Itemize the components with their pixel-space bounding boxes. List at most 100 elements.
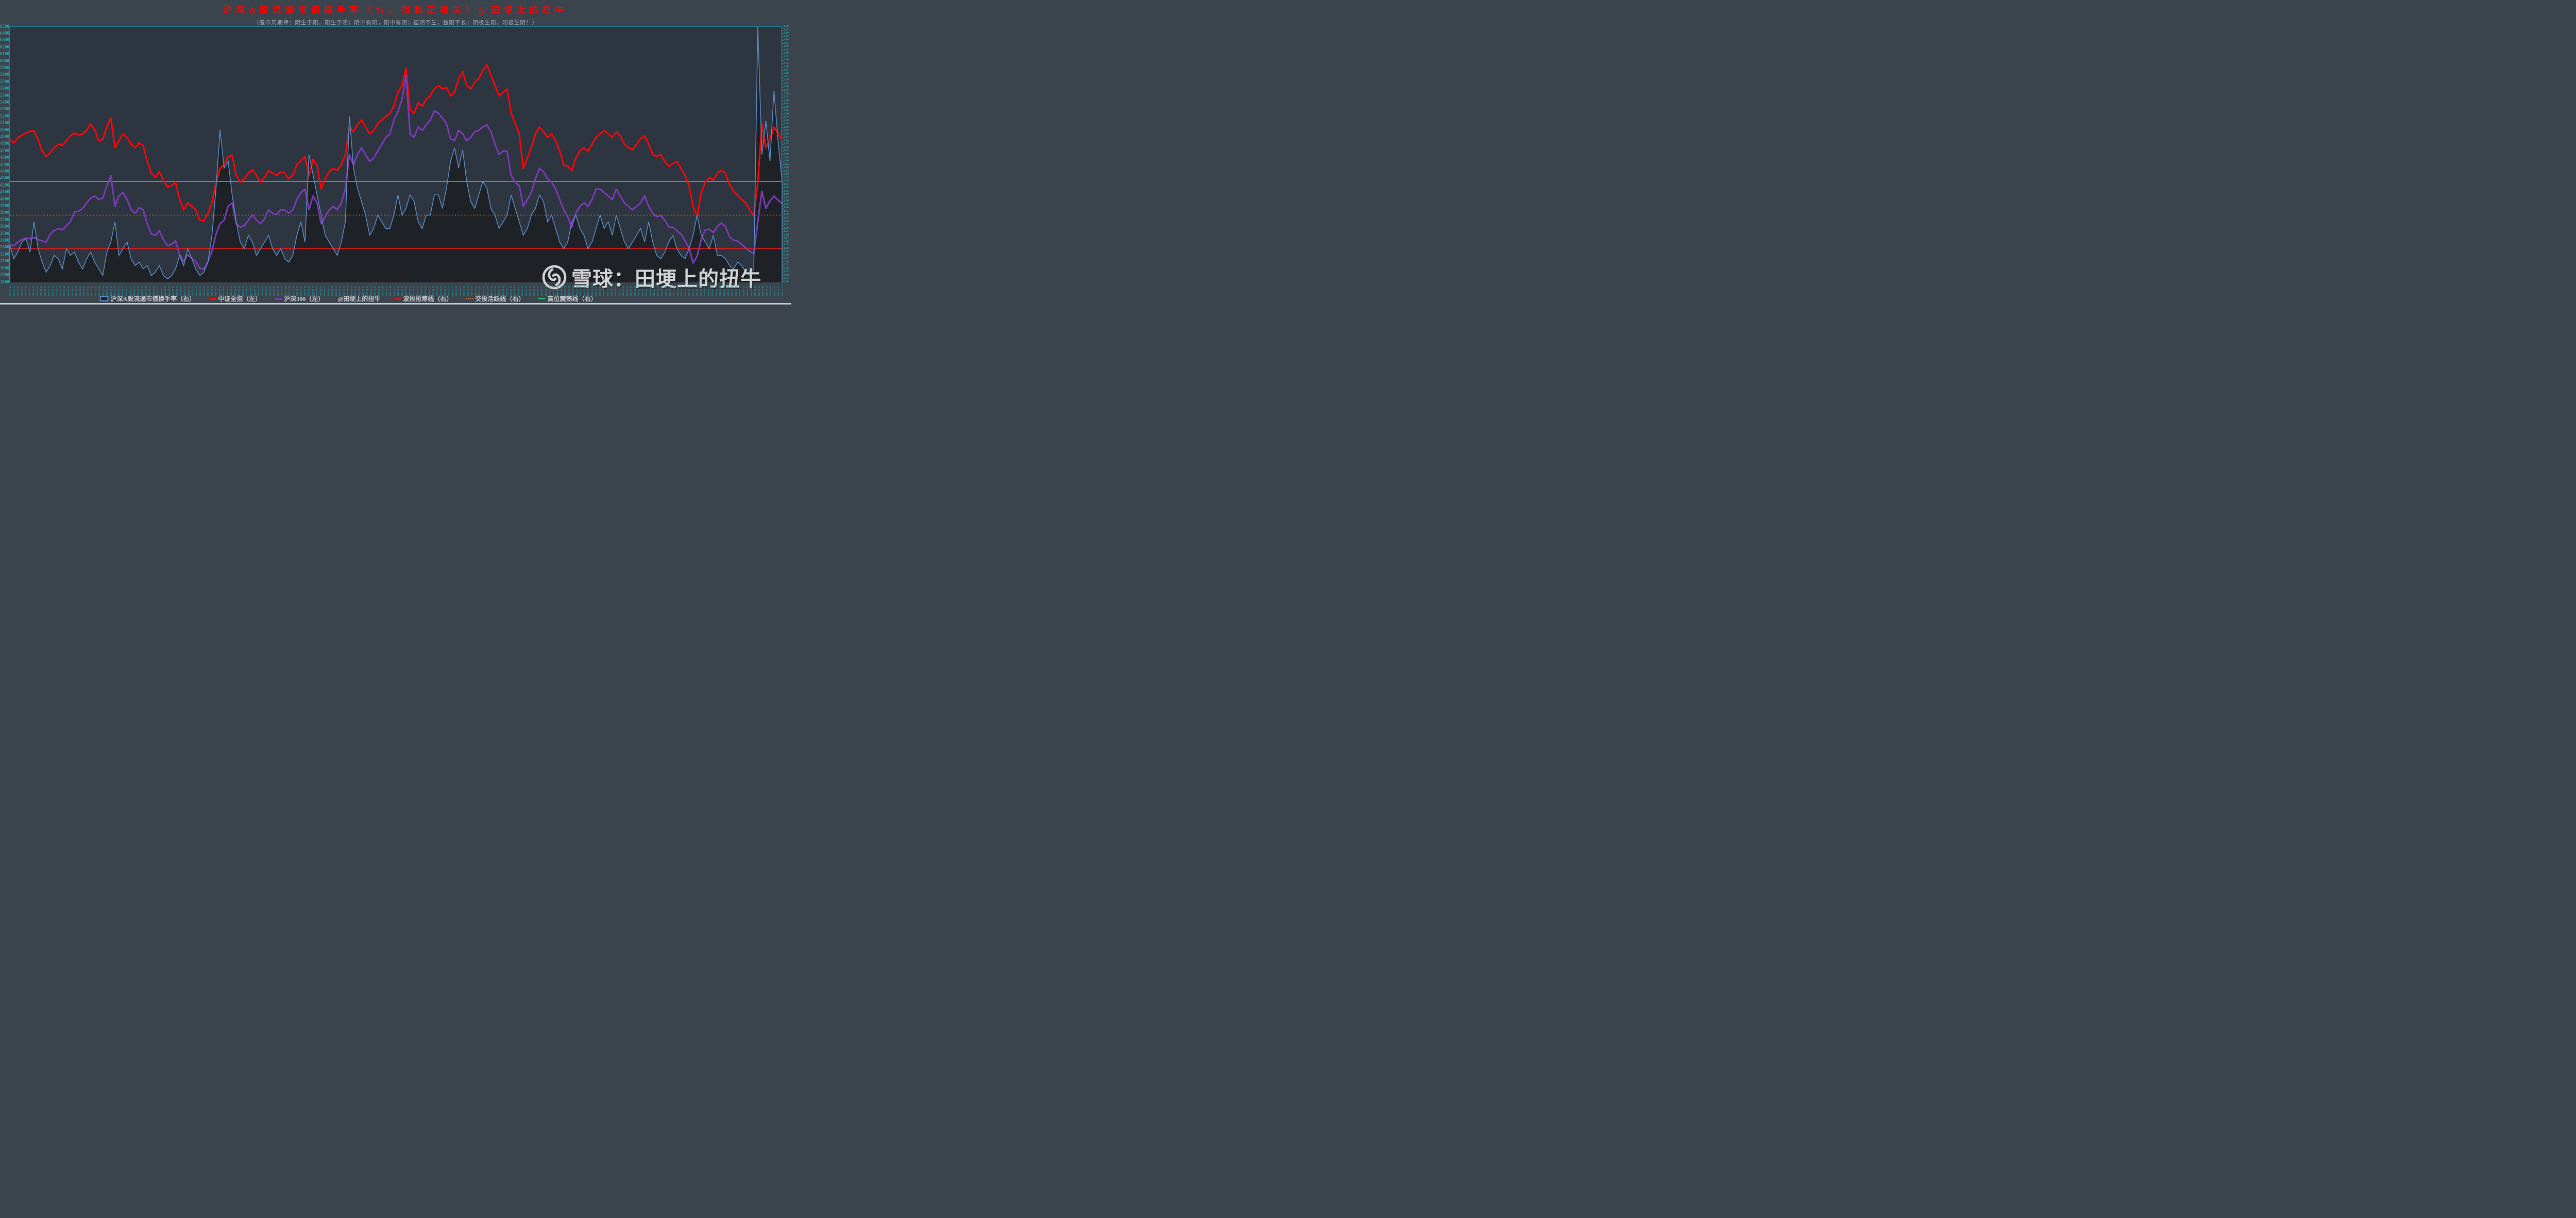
x-axis-label: 2017-07-24	[63, 285, 66, 296]
x-axis-label: 2017-03-03	[24, 285, 27, 296]
x-axis-label: 2017-06-12	[51, 285, 54, 296]
x-axis-label: 2023-11-20	[676, 286, 679, 296]
legend-label: 交投活跃线（右）	[475, 295, 525, 302]
right-axis-label: 0.80	[784, 260, 789, 263]
right-axis-label: 1.85	[784, 189, 789, 193]
x-axis-label: 2023-03-03	[606, 285, 609, 296]
left-axis-label: 3600	[0, 224, 9, 229]
right-axis-label: 2.90	[784, 119, 789, 122]
x-axis-label: 2024-07-24	[742, 285, 745, 296]
x-axis-label: 2023-11-06	[672, 286, 675, 296]
x-axis-label: 2024-08-07	[746, 285, 749, 296]
right-axis-label: 3.85	[784, 55, 789, 58]
x-axis-label: 2023-10-23	[668, 285, 671, 296]
right-axis-label: 3.65	[784, 68, 789, 72]
left-axis-label: 4600	[0, 155, 9, 160]
right-axis-label: 3.30	[784, 92, 789, 95]
left-axis-label: 4700	[0, 147, 9, 153]
left-axis-label: 3800	[0, 210, 9, 215]
legend-swatch-icon	[99, 296, 109, 301]
left-axis-label: 4200	[0, 182, 9, 188]
right-axis-label: 3.25	[784, 95, 789, 99]
left-axis-label: 3700	[0, 216, 9, 222]
x-axis-label: 2017-02-17	[20, 285, 23, 296]
right-axis-label: 1.50	[784, 213, 789, 216]
right-axis-label: 1.05	[784, 243, 789, 247]
right-axis-label: 1.25	[784, 230, 789, 233]
legend-item-3[interactable]: 沪深300（左）	[275, 294, 324, 303]
legend-swatch-icon	[209, 297, 216, 300]
left-axis-label: 5600	[0, 86, 9, 91]
right-axis-label: 1.55	[784, 209, 789, 213]
x-axis-label: 2024-05-29	[726, 285, 730, 296]
right-axis-label: 2.50	[784, 145, 789, 149]
left-axis-label: 6000	[0, 58, 9, 63]
x-axis-label: 2024-02-03	[696, 285, 699, 296]
right-axis-label: 0.90	[784, 253, 789, 257]
right-axis-label: 3.60	[784, 72, 789, 75]
x-axis-label: 2017-01-16	[12, 285, 15, 296]
left-axis-label: 5000	[0, 127, 9, 132]
x-axis-label: 2024-06-12	[731, 285, 734, 296]
right-axis-label: 1.95	[784, 182, 789, 186]
right-axis-label: 3.50	[784, 78, 789, 82]
series-line-中证全指（左）	[9, 64, 783, 222]
x-axis-label: 2024-03-17	[707, 285, 710, 296]
left-axis-label: 6200	[0, 44, 9, 49]
legend-item-7[interactable]: 高位震荡线（右）	[538, 294, 597, 303]
series-line-沪深300（左）	[9, 74, 783, 270]
left-axis-label: 6500	[0, 23, 9, 29]
left-axis-label: 2800	[0, 279, 9, 284]
right-axis-label: 2.35	[784, 156, 789, 159]
left-axis-label: 5100	[0, 120, 9, 126]
x-axis-label: 2023-02-03	[598, 285, 601, 296]
right-axis-label: 1.00	[784, 246, 789, 250]
x-axis-label: 2023-05-29	[630, 285, 633, 296]
bottom-scrollbar[interactable]	[0, 303, 791, 304]
x-axis-label: 2024-04-28	[719, 285, 722, 296]
right-axis-label: 2.60	[784, 139, 789, 142]
right-axis-label: 3.05	[784, 109, 789, 112]
legend-label: 沪深A股流通市值换手率（右）	[110, 295, 196, 302]
left-axis-label: 4500	[0, 161, 9, 167]
right-axis-label: 0.70	[784, 266, 789, 270]
x-axis-label: 2017-10-23	[86, 285, 89, 296]
legend-label: @田埂上的扭牛	[337, 295, 381, 302]
legend-item-5[interactable]: 波段抢筹线（右）	[394, 294, 452, 303]
right-axis-label: 1.30	[784, 226, 789, 230]
legend-item-6[interactable]: 交投活跃线（右）	[466, 294, 524, 303]
left-axis-label: 4800	[0, 141, 9, 146]
legend-label: 波段抢筹线（右）	[403, 295, 453, 302]
x-axis-label: 2024-07-10	[738, 285, 741, 296]
right-axis-label: 1.70	[784, 199, 789, 203]
legend-item-1[interactable]: 沪深A股流通市值换手率（右）	[99, 294, 196, 303]
right-axis-label: 2.80	[784, 125, 789, 129]
left-axis-label: 6400	[0, 30, 9, 36]
right-axis-label: 1.20	[784, 233, 789, 236]
right-axis-label: 2.00	[784, 179, 789, 183]
left-axis-label: 3000	[0, 265, 9, 270]
right-axis-label: 2.85	[784, 122, 789, 126]
x-axis-label: 2017-05-29	[47, 285, 50, 296]
left-axis-label: 4300	[0, 175, 9, 181]
x-axis-label: 2023-09-18	[660, 285, 664, 296]
right-axis-label: 3.45	[784, 81, 789, 85]
x-axis-label: 2023-03-31	[614, 285, 617, 296]
right-axis-label: 2.75	[784, 129, 789, 132]
x-axis-label: 2023-10-09	[665, 285, 668, 296]
x-axis-label: 2017-07-10	[59, 285, 62, 296]
watermark-text: 雪球：田埂上的扭牛	[571, 268, 761, 291]
right-axis-label: 1.45	[784, 216, 789, 219]
right-axis-label: 4.00	[784, 45, 789, 48]
x-axis-label: 2017-09-18	[78, 285, 81, 296]
legend-item-4[interactable]: @田埂上的扭牛	[337, 294, 380, 303]
xueqiu-logo-icon	[542, 265, 567, 290]
left-axis-label: 6300	[0, 37, 9, 43]
legend-item-2[interactable]: 中证全指（左）	[209, 294, 261, 303]
right-axis-label: 3.00	[784, 112, 789, 115]
left-axis-label: 5400	[0, 99, 9, 105]
legend-swatch-icon	[394, 298, 401, 299]
chart-subtitle: （股市周期律：阴生于阳，阳生于阴；阴中有阳，阳中有阴；孤阴不生，独阳不长；阴极生…	[253, 20, 538, 26]
x-axis-label: 2024-11-29	[777, 286, 780, 296]
left-axis-label: 3300	[0, 244, 9, 250]
